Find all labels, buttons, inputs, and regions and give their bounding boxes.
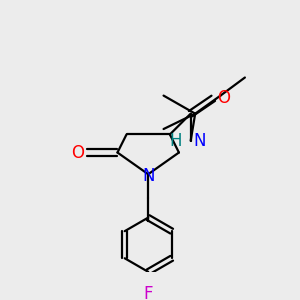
Text: O: O — [71, 143, 84, 161]
Text: H: H — [169, 132, 182, 150]
Text: F: F — [143, 284, 153, 300]
Text: O: O — [217, 89, 230, 107]
Text: N: N — [143, 167, 155, 185]
Text: N: N — [194, 132, 206, 150]
